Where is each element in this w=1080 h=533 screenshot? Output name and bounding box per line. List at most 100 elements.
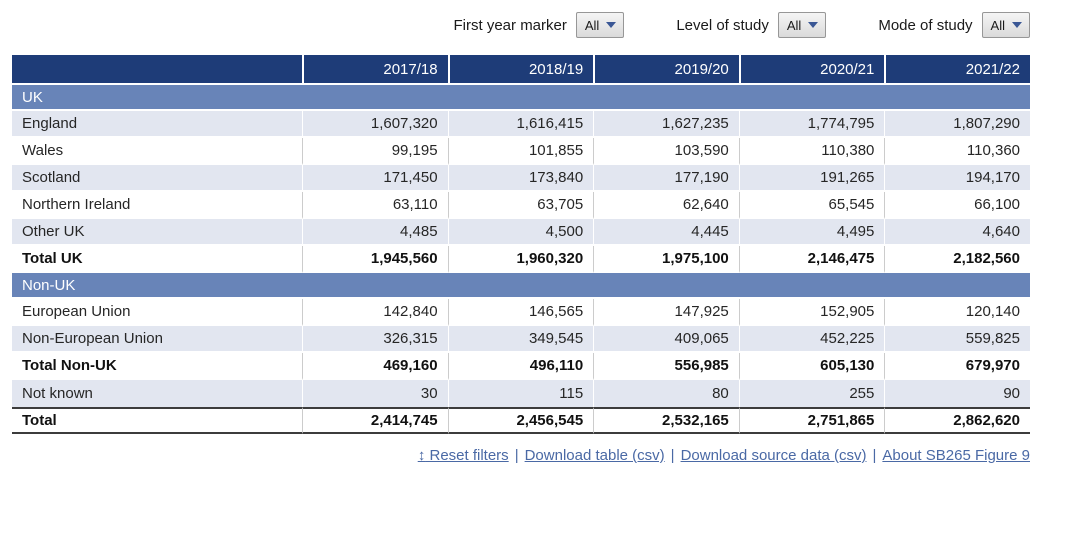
value-cell: 63,110	[302, 192, 448, 219]
download-source-data-link[interactable]: Download source data (csv)	[680, 447, 867, 464]
value-cell: 1,975,100	[593, 246, 739, 273]
value-cell: 2,532,165	[593, 407, 739, 434]
value-cell: 30	[302, 380, 448, 407]
value-cell: 1,627,235	[593, 111, 739, 138]
level-of-study-value: All	[786, 17, 802, 33]
reset-filters-label: Reset filters	[429, 447, 509, 464]
value-cell: 2,146,475	[738, 246, 885, 273]
updown-arrow-icon: ↕	[417, 447, 426, 464]
table-row: Not known 30 115 80 255 90	[12, 380, 1030, 407]
value-cell: 4,495	[738, 219, 885, 246]
year-column-header: 2019/20	[593, 55, 739, 85]
column-header-row: 2017/18 2018/19 2019/20 2020/21 2021/22	[12, 55, 1030, 85]
about-figure-link[interactable]: About SB265 Figure 9	[882, 447, 1030, 464]
value-cell: 4,640	[884, 219, 1030, 246]
row-label-column-header	[12, 55, 302, 85]
value-cell: 177,190	[593, 165, 739, 192]
value-cell: 2,751,865	[738, 407, 885, 434]
level-of-study-label: Level of study	[676, 16, 769, 34]
level-of-study-dropdown[interactable]: All	[777, 12, 827, 38]
value-cell: 559,825	[884, 326, 1030, 353]
year-column-header: 2021/22	[884, 55, 1030, 85]
table-row: Wales 99,195 101,855 103,590 110,380 110,360	[12, 138, 1030, 165]
row-label: European Union	[12, 299, 302, 326]
data-table: 2017/18 2018/19 2019/20 2020/21 2021/22 UK En…	[12, 55, 1030, 434]
year-column-header: 2018/19	[447, 55, 594, 85]
year-column-header: 2017/18	[302, 55, 448, 85]
link-separator: |	[514, 447, 519, 464]
filter-group-mode-of-study: Mode of study All	[878, 12, 1030, 38]
chevron-down-icon	[1012, 22, 1022, 28]
table-body: UK England 1,607,320 1,616,415 1,627,235 1,77…	[12, 85, 1030, 434]
value-cell: 1,774,795	[738, 111, 885, 138]
row-label: Scotland	[12, 165, 302, 192]
value-cell: 99,195	[302, 138, 448, 165]
row-label: England	[12, 111, 302, 138]
value-cell: 4,500	[447, 219, 594, 246]
value-cell: 2,414,745	[302, 407, 448, 434]
table-row: Northern Ireland 63,110 63,705 62,640 65,545…	[12, 192, 1030, 219]
link-separator: |	[872, 447, 877, 464]
value-cell: 409,065	[593, 326, 739, 353]
value-cell: 496,110	[447, 353, 594, 380]
link-separator: |	[670, 447, 675, 464]
value-cell: 679,970	[884, 353, 1030, 380]
table-row: Total UK 1,945,560 1,960,320 1,975,100 2,146…	[12, 246, 1030, 273]
filter-group-level-of-study: Level of study All	[676, 12, 827, 38]
value-cell: 556,985	[593, 353, 739, 380]
value-cell: 110,360	[884, 138, 1030, 165]
value-cell: 2,182,560	[884, 246, 1030, 273]
value-cell: 152,905	[738, 299, 885, 326]
year-column-header: 2020/21	[738, 55, 885, 85]
filter-group-first-year-marker: First year marker All	[454, 12, 625, 38]
table-row: England 1,607,320 1,616,415 1,627,235 1,774,…	[12, 111, 1030, 138]
value-cell: 90	[884, 380, 1030, 407]
table-row: Scotland 171,450 173,840 177,190 191,265 194,…	[12, 165, 1030, 192]
value-cell: 173,840	[447, 165, 594, 192]
section-header-row: Non-UK	[12, 273, 1030, 299]
table-header: 2017/18 2018/19 2019/20 2020/21 2021/22	[12, 55, 1030, 85]
value-cell: 1,607,320	[302, 111, 448, 138]
value-cell: 255	[738, 380, 885, 407]
value-cell: 120,140	[884, 299, 1030, 326]
value-cell: 194,170	[884, 165, 1030, 192]
value-cell: 452,225	[738, 326, 885, 353]
mode-of-study-label: Mode of study	[878, 16, 973, 34]
value-cell: 349,545	[447, 326, 594, 353]
value-cell: 62,640	[593, 192, 739, 219]
row-label: Total	[12, 407, 302, 434]
value-cell: 65,545	[738, 192, 885, 219]
value-cell: 4,485	[302, 219, 448, 246]
value-cell: 1,616,415	[447, 111, 594, 138]
section-header-label: UK	[12, 85, 1030, 111]
value-cell: 2,862,620	[884, 407, 1030, 434]
mode-of-study-dropdown[interactable]: All	[981, 12, 1030, 38]
footer-links: ↕ Reset filters | Download table (csv) | Dow…	[12, 447, 1030, 464]
value-cell: 469,160	[302, 353, 448, 380]
first-year-marker-dropdown[interactable]: All	[575, 12, 625, 38]
value-cell: 1,960,320	[447, 246, 594, 273]
value-cell: 103,590	[593, 138, 739, 165]
first-year-marker-label: First year marker	[453, 16, 567, 34]
row-label: Other UK	[12, 219, 302, 246]
table-row: European Union 142,840 146,565 147,925 152,9…	[12, 299, 1030, 326]
table-row: Non-European Union 326,315 349,545 409,065 4…	[12, 326, 1030, 353]
value-cell: 326,315	[302, 326, 448, 353]
row-label: Total Non-UK	[12, 353, 302, 380]
row-label: Total UK	[12, 246, 302, 273]
download-table-link[interactable]: Download table (csv)	[524, 447, 665, 464]
page: First year marker All Level of study All…	[12, 12, 1030, 464]
value-cell: 115	[447, 380, 594, 407]
value-cell: 171,450	[302, 165, 448, 192]
value-cell: 2,456,545	[447, 407, 594, 434]
value-cell: 142,840	[302, 299, 448, 326]
value-cell: 110,380	[738, 138, 885, 165]
row-label: Wales	[12, 138, 302, 165]
mode-of-study-value: All	[990, 17, 1005, 33]
table-row: Other UK 4,485 4,500 4,445 4,495 4,640	[12, 219, 1030, 246]
value-cell: 66,100	[884, 192, 1030, 219]
value-cell: 63,705	[447, 192, 594, 219]
chevron-down-icon	[808, 22, 819, 28]
row-label: Not known	[12, 380, 302, 407]
reset-filters-link[interactable]: ↕ Reset filters	[418, 447, 509, 464]
